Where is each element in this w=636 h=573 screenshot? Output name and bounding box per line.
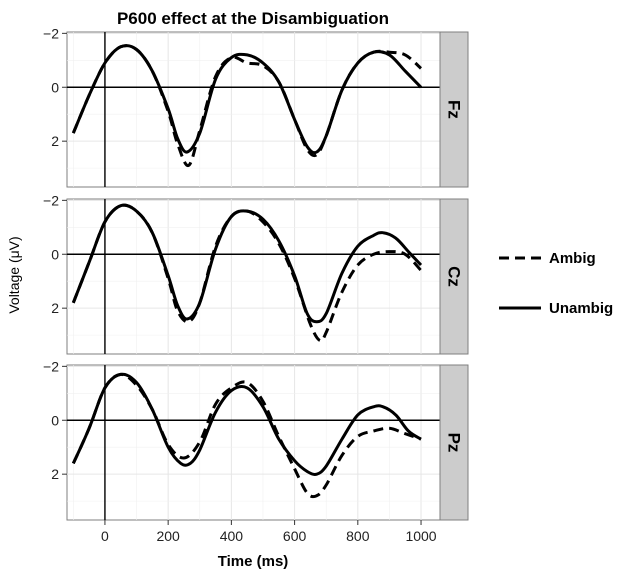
series-line-unambig-fz xyxy=(71,44,423,155)
y-tick-label: −2 xyxy=(43,192,59,208)
legend-label: Ambig xyxy=(549,250,596,267)
panel-background xyxy=(66,364,441,521)
facet-strip xyxy=(439,198,469,355)
panel-background xyxy=(66,198,441,355)
x-tick-label: 800 xyxy=(346,528,370,544)
panel-pz: −2 0 2 Pz xyxy=(43,358,469,521)
facet-strip xyxy=(439,364,469,521)
y-tick-label: −2 xyxy=(43,358,59,374)
y-tick-label: 2 xyxy=(51,300,59,316)
facet-strip xyxy=(439,31,469,188)
facet-strip-label: Fz xyxy=(445,100,464,119)
x-tick-label: 0 xyxy=(101,528,109,544)
facet-strip-label: Pz xyxy=(445,433,464,453)
x-tick-label: 600 xyxy=(283,528,307,544)
y-tick-label: 2 xyxy=(51,466,59,482)
legend: Ambig Unambig xyxy=(499,250,613,317)
legend-item-unambig: Unambig xyxy=(499,300,613,317)
x-axis-title: Time (ms) xyxy=(218,553,289,570)
panel-cz: −2 0 2 Cz xyxy=(43,192,469,355)
facet-strip-label: Cz xyxy=(445,266,464,287)
series-line-unambig-cz xyxy=(71,203,423,324)
grid xyxy=(67,32,440,187)
legend-item-ambig: Ambig xyxy=(499,250,596,267)
y-axis-title: Voltage (μV) xyxy=(6,236,22,313)
y-tick-label: 0 xyxy=(51,412,59,428)
x-tick-label: 400 xyxy=(220,528,244,544)
legend-label: Unambig xyxy=(549,300,613,317)
y-tick-label: 2 xyxy=(51,133,59,149)
y-tick-label: −2 xyxy=(43,25,59,41)
series-line-unambig-pz xyxy=(71,372,422,476)
panel-fz: −2 0 2 Fz xyxy=(43,25,469,188)
x-tick-label: 1000 xyxy=(405,528,436,544)
y-tick-label: 0 xyxy=(51,246,59,262)
x-tick-label: 200 xyxy=(156,528,180,544)
y-tick-label: 0 xyxy=(51,79,59,95)
series-line-ambig-pz xyxy=(71,372,422,499)
chart-title: P600 effect at the Disambiguation xyxy=(117,9,389,28)
